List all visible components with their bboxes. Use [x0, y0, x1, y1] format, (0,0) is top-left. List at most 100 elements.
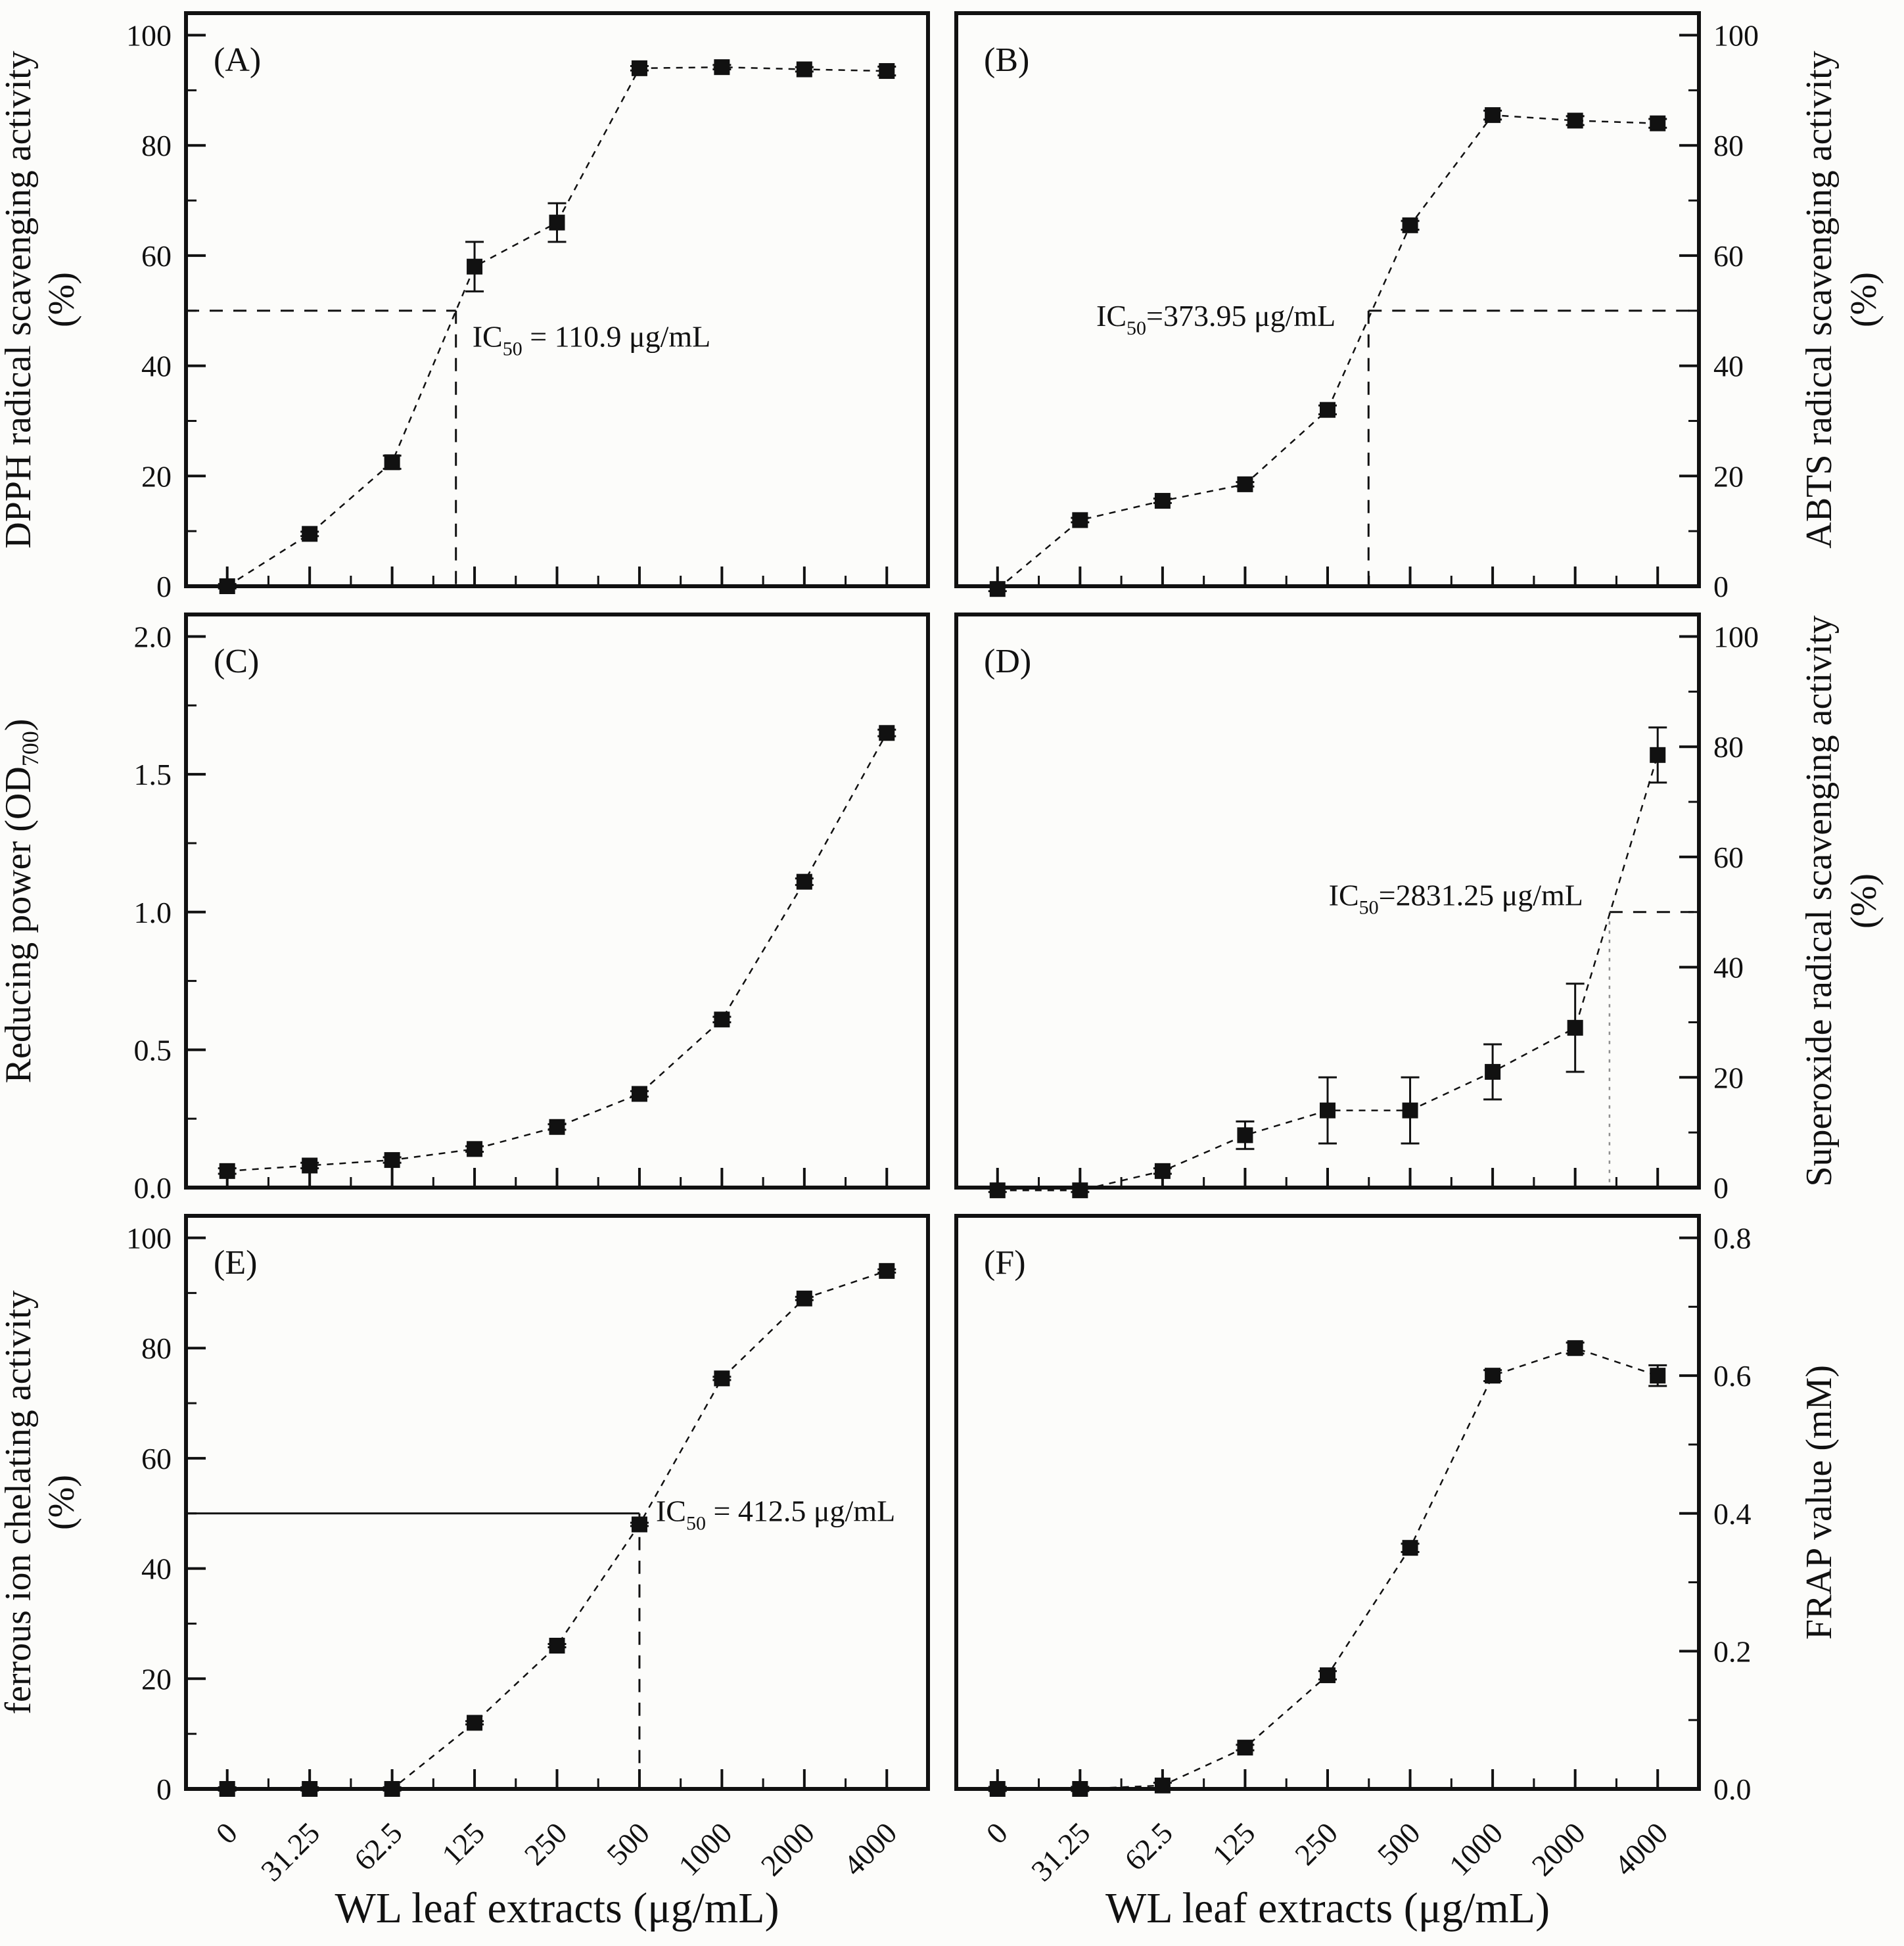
- panel-c: 0.0 0.5 1.0 1.5 2.0 Reducing power (OD700​) (C…: [0, 613, 930, 1205]
- data-point: [1072, 1781, 1088, 1797]
- y-axis-title: Superoxide radical scavenging activity: [1799, 615, 1840, 1186]
- data-point: [989, 1182, 1006, 1199]
- y-tick-label: 20: [141, 459, 172, 493]
- x-axis-title: WL leaf extracts (μg/mL): [1105, 1884, 1550, 1932]
- y-tick-label: 1.5: [134, 758, 172, 791]
- y-axis-ticks: 0 20 40 60 80 100: [126, 1222, 206, 1806]
- data-point: [549, 1119, 565, 1135]
- x-axis-ticks: [225, 1769, 889, 1789]
- data-point: [549, 1638, 565, 1654]
- x-axis-ticks: [225, 1168, 889, 1188]
- data-point: [1567, 1340, 1583, 1356]
- y-tick-label: 2.0: [134, 620, 172, 654]
- panel-letter: (F): [984, 1244, 1026, 1282]
- data-point: [1402, 1102, 1418, 1119]
- data-point: [384, 454, 400, 471]
- data-point: [1154, 1163, 1171, 1179]
- y-axis-title: Reducing power (OD700​): [0, 719, 43, 1084]
- data-markers: [219, 1263, 895, 1797]
- data-point: [384, 1152, 400, 1169]
- y-tick-label: 60: [1713, 841, 1744, 874]
- data-point: [631, 1516, 647, 1533]
- y-tick-label: 60: [141, 239, 172, 273]
- panel-letter: (B): [984, 41, 1029, 79]
- data-point: [1237, 1740, 1253, 1756]
- data-point: [879, 63, 895, 80]
- y-tick-label: 40: [141, 350, 172, 383]
- y-axis-ticks: 0 20 40 60 80 100: [1679, 19, 1759, 603]
- panel-letter: (A): [214, 41, 261, 79]
- data-point: [1402, 217, 1418, 233]
- data-point: [1650, 747, 1666, 763]
- data-point: [1072, 1182, 1088, 1199]
- data-point: [219, 1781, 235, 1797]
- y-tick-label: 20: [141, 1662, 172, 1696]
- data-point: [879, 1263, 895, 1279]
- ic50-label: IC50=2831.25 μg/mL: [1329, 879, 1583, 919]
- y-tick-label: 0.0: [1713, 1772, 1752, 1806]
- y-tick-label: 100: [1713, 620, 1759, 654]
- panel-letter: (C): [214, 643, 259, 680]
- y-axis-title: ferrous ion chelating activity: [0, 1290, 39, 1714]
- y-tick-label: 0.4: [1713, 1497, 1752, 1531]
- data-point: [1402, 1540, 1418, 1556]
- y-tick-label: 0: [156, 1772, 172, 1806]
- y-tick-label: 0.2: [1713, 1634, 1752, 1668]
- y-axis-ticks: 0 20 40 60 80 100: [126, 19, 206, 603]
- y-tick-label: 80: [141, 1332, 172, 1365]
- data-point: [302, 1781, 318, 1797]
- y-axis-title: DPPH radical scavenging activity: [0, 51, 39, 548]
- y-tick-label: 0.6: [1713, 1359, 1752, 1393]
- data-point: [989, 581, 1006, 597]
- data-point: [796, 1290, 812, 1307]
- data-point: [1320, 1667, 1335, 1684]
- y-tick-label: 100: [126, 1222, 172, 1255]
- data-point: [1237, 1127, 1253, 1144]
- y-tick-label: 80: [141, 129, 172, 162]
- y-axis-title: ABTS radical scavenging activity: [1799, 51, 1840, 548]
- data-point: [714, 1370, 730, 1387]
- x-axis-title: WL leaf extracts (μg/mL): [335, 1884, 779, 1932]
- data-point: [467, 1141, 483, 1157]
- data-point: [549, 214, 565, 231]
- data-point: [714, 59, 730, 76]
- data-markers: [989, 107, 1666, 597]
- y-tick-label: 0.5: [134, 1033, 172, 1067]
- y-tick-label: 0.0: [134, 1171, 172, 1205]
- x-axis-ticks: [996, 567, 1660, 586]
- data-point: [467, 1715, 483, 1731]
- y-axis-title: (%): [41, 1475, 82, 1530]
- data-point: [796, 873, 812, 890]
- y-tick-label: 80: [1713, 730, 1744, 764]
- ic50-annotation: IC50=373.95 μg/mL: [1096, 299, 1699, 586]
- data-series-line: [227, 732, 888, 1172]
- data-point: [1072, 512, 1088, 528]
- data-point: [714, 1011, 730, 1028]
- panel-letter: (E): [214, 1244, 257, 1282]
- data-point: [1485, 1368, 1501, 1384]
- data-point: [631, 1086, 647, 1102]
- ic50-annotation: IC50=2831.25 μg/mL: [1329, 879, 1699, 1188]
- data-point: [1485, 107, 1501, 124]
- ic50-label: IC50 = 412.5 μg/mL: [656, 1494, 895, 1535]
- y-tick-label: 60: [141, 1442, 172, 1475]
- panel-letter: (D): [984, 643, 1031, 680]
- data-point: [1154, 1777, 1171, 1794]
- panel-a: 0 20 40 60 80 100 DPPH radical scavenging acti…: [0, 11, 930, 603]
- data-point: [1567, 1019, 1583, 1036]
- data-markers: [219, 725, 895, 1179]
- y-tick-label: 0: [1713, 1171, 1729, 1205]
- y-tick-label: 100: [1713, 19, 1759, 53]
- y-axis-ticks: 0.0 0.5 1.0 1.5 2.0: [134, 620, 206, 1205]
- y-axis-title: (%): [1844, 272, 1884, 327]
- y-tick-label: 40: [1713, 350, 1744, 383]
- y-tick-label: 0: [1713, 570, 1729, 603]
- data-point: [219, 1163, 235, 1179]
- data-point: [631, 60, 647, 76]
- y-tick-label: 0.8: [1713, 1222, 1752, 1255]
- y-axis-title: (%): [41, 272, 82, 327]
